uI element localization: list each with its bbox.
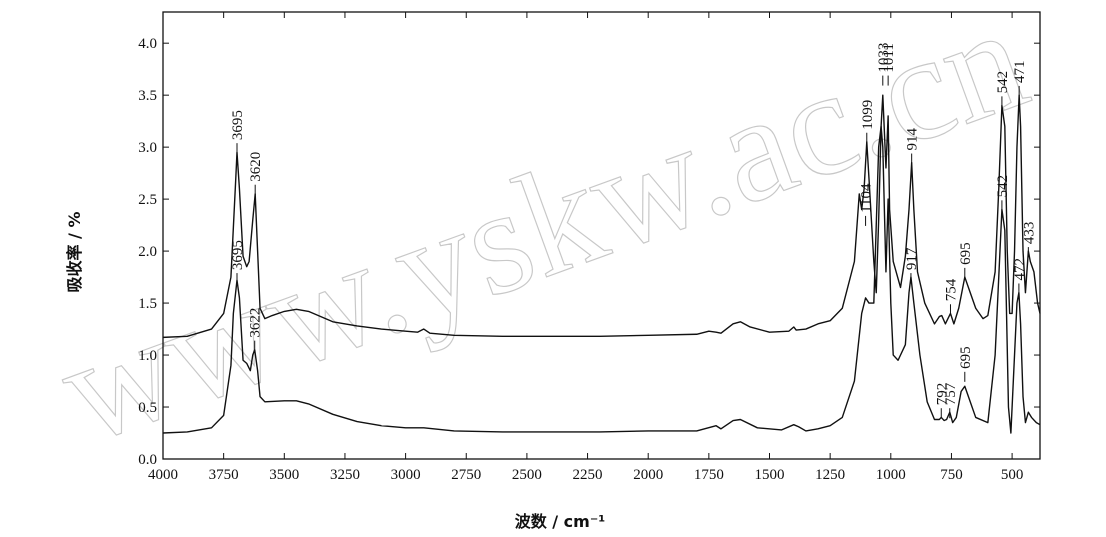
x-tick-label: 1250 bbox=[815, 467, 845, 483]
x-tick-label: 1000 bbox=[876, 467, 906, 483]
y-tick-label: 0.5 bbox=[138, 400, 157, 416]
annotation-label: 472 bbox=[1012, 258, 1028, 281]
annotation-label: 3695 bbox=[230, 240, 246, 270]
annotation-label: 1011 bbox=[881, 43, 897, 72]
x-tick-label: 3750 bbox=[209, 467, 239, 483]
plot-frame bbox=[162, 11, 1041, 460]
annotation-label: 3695 bbox=[230, 110, 246, 140]
annotation-label: 1104 bbox=[859, 183, 875, 213]
annotation-label: 1033 bbox=[876, 43, 892, 73]
x-tick-label: 3000 bbox=[391, 467, 421, 483]
annotation-label: 3622 bbox=[248, 308, 264, 338]
annotation-label: 792 bbox=[934, 383, 950, 406]
annotation-label: 695 bbox=[958, 346, 974, 369]
x-tick-label: 1750 bbox=[694, 467, 724, 483]
x-tick-label: 2750 bbox=[451, 467, 481, 483]
x-tick-label: 4000 bbox=[148, 467, 178, 483]
annotation-label: 754 bbox=[943, 278, 959, 301]
y-tick-label: 2.5 bbox=[138, 192, 157, 208]
y-tick-label: 3.0 bbox=[138, 140, 157, 156]
x-tick-label: 500 bbox=[1001, 467, 1024, 483]
x-tick-label: 3250 bbox=[330, 467, 360, 483]
spectrum-line bbox=[162, 94, 1041, 339]
x-tick-label: 2250 bbox=[573, 467, 603, 483]
annotation-label: 695 bbox=[958, 242, 974, 265]
spectrum-line bbox=[162, 125, 1041, 434]
y-tick-label: 4.0 bbox=[138, 36, 157, 52]
x-tick-label: 750 bbox=[940, 467, 963, 483]
annotation-label: 1099 bbox=[860, 100, 876, 130]
y-tick-label: 3.5 bbox=[138, 88, 157, 104]
annotation-label: 542 bbox=[995, 71, 1011, 94]
annotation-label: 3620 bbox=[248, 152, 264, 182]
y-tick-label: 1.5 bbox=[138, 296, 157, 312]
y-tick-label: 1.0 bbox=[138, 348, 157, 364]
annotation-label: 471 bbox=[1012, 60, 1028, 83]
y-tick-label: 2.0 bbox=[138, 244, 157, 260]
x-tick-label: 3500 bbox=[269, 467, 299, 483]
y-tick-label: 0.0 bbox=[138, 452, 157, 468]
annotation-label: 542 bbox=[995, 175, 1011, 198]
annotation-label: 433 bbox=[1021, 222, 1037, 245]
annotation-label: 917 bbox=[904, 247, 920, 270]
x-tick-label: 2500 bbox=[512, 467, 542, 483]
x-tick-label: 1500 bbox=[755, 467, 785, 483]
annotation-label: 757 bbox=[943, 382, 959, 405]
annotation-label: 914 bbox=[905, 128, 921, 151]
y-axis-title: 吸收率 / % bbox=[65, 211, 84, 292]
x-axis-title: 波数 / cm⁻¹ bbox=[515, 512, 606, 531]
x-tick-label: 2000 bbox=[633, 467, 663, 483]
